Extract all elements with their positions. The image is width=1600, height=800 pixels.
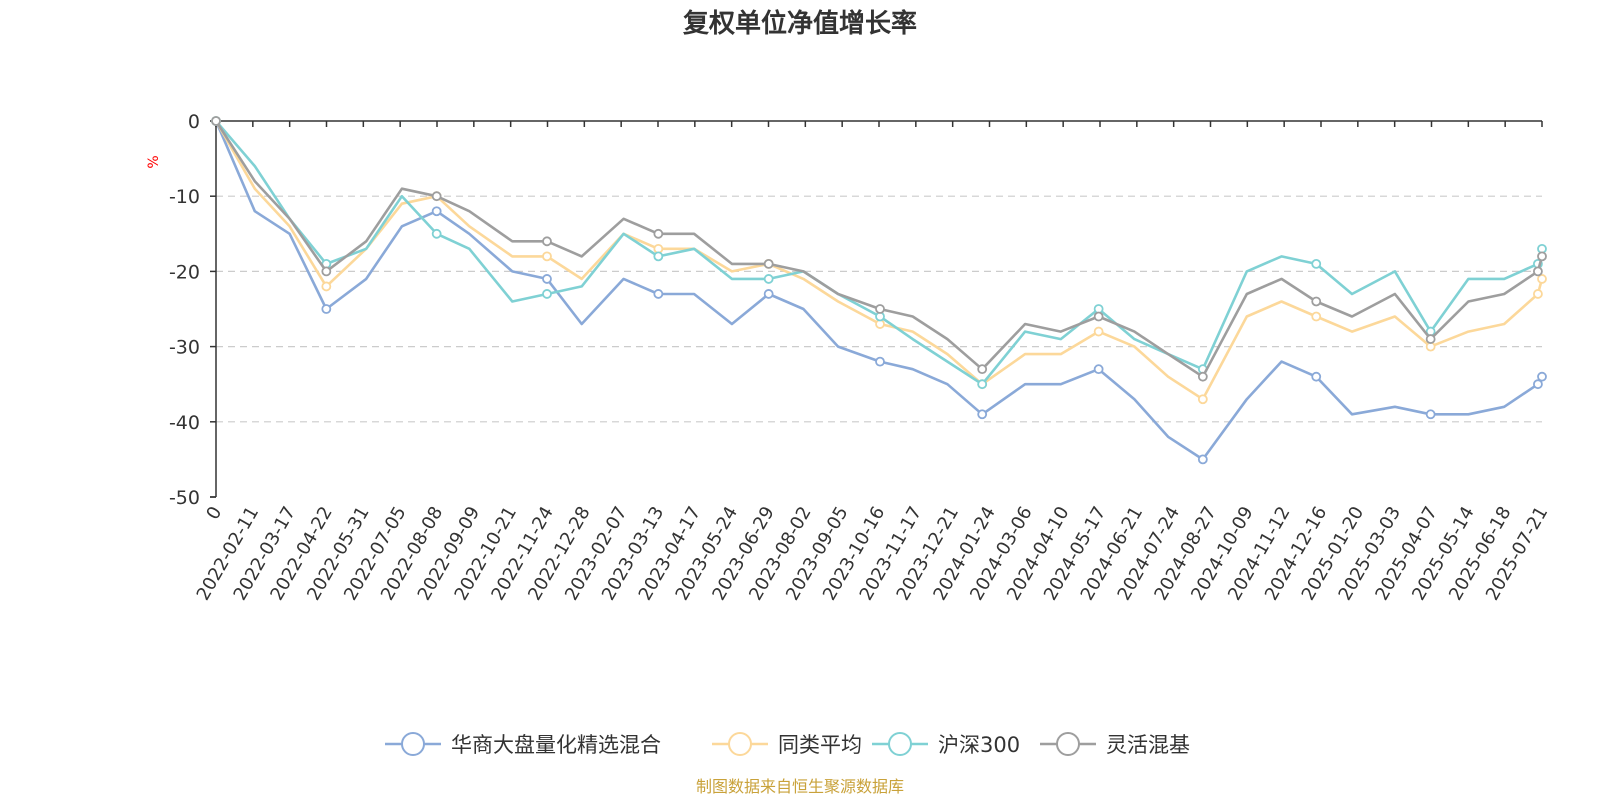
data-point [763,274,774,284]
data-point [1533,289,1543,299]
y-tick-label: -50 [169,487,200,509]
data-point [542,236,552,247]
grid-lines [216,195,1542,423]
data-point [1093,311,1104,322]
chart-title: 复权单位净值增长率 [683,8,917,39]
data-point [321,281,332,292]
series-line [214,120,1544,378]
legend-item[interactable]: 沪深300 [872,732,1020,757]
legend: 华商大盘量化精选混合 同类平均 沪深300 灵活混基 [385,732,1190,757]
legend-label: 同类平均 [778,733,862,757]
data-point [1093,364,1104,375]
data-point [977,364,988,375]
series-group [211,116,1547,390]
legend-item[interactable]: 华商大盘量化精选混合 [385,732,661,757]
data-point [431,228,442,239]
data-point [653,228,664,239]
data-point [875,304,885,314]
legend-circle-icon [1056,732,1080,756]
legend-item[interactable]: 同类平均 [712,732,862,757]
legend-circle-icon [888,732,912,756]
legend-label: 灵活混基 [1106,733,1190,757]
y-tick-label: -10 [169,186,200,208]
series-line [214,120,1544,461]
series-lines [211,116,1547,465]
data-point [977,379,988,390]
data-point [875,356,885,367]
legend-label: 沪深300 [938,733,1020,757]
data-point [1197,454,1208,465]
legend-label: 华商大盘量化精选混合 [451,733,661,757]
y-tick-label: -30 [169,337,200,359]
data-point [431,191,442,202]
legend-circle-icon [401,732,425,756]
data-point [542,289,552,299]
data-point [321,304,332,314]
x-tick-label: 0 [202,503,226,523]
data-point [1197,371,1208,382]
data-point [1311,258,1322,269]
data-point [1425,334,1436,344]
data-point [211,116,221,126]
data-point [1425,409,1436,420]
source-note: 制图数据来自恒生聚源数据库 [696,777,904,796]
data-point [1537,251,1547,262]
data-point [1537,371,1547,382]
data-point [321,266,332,277]
data-point [977,409,988,420]
data-point [431,206,442,217]
data-point [542,251,552,262]
data-point [1311,296,1322,307]
data-point [1537,274,1547,284]
data-point [1093,326,1104,337]
data-point [653,251,664,262]
data-point [1311,311,1322,322]
series-group [211,116,1547,382]
series-line [215,120,1544,386]
y-tick-label: -40 [169,412,200,434]
legend-item[interactable]: 灵活混基 [1040,732,1190,757]
y-tick-label: 0 [188,111,200,133]
data-point [653,289,664,299]
data-point [1533,379,1543,390]
data-point [1533,266,1543,277]
data-point [1197,394,1208,405]
y-tick-label: -20 [169,261,200,283]
legend-circle-icon [728,732,752,756]
data-point [763,289,774,299]
data-point [763,258,774,269]
axes: 0-10-20-30-40-5002022-02-112022-03-17202… [169,111,1552,604]
y-axis-unit-label: % [146,155,162,168]
data-point [542,274,552,284]
data-point [1311,371,1322,382]
